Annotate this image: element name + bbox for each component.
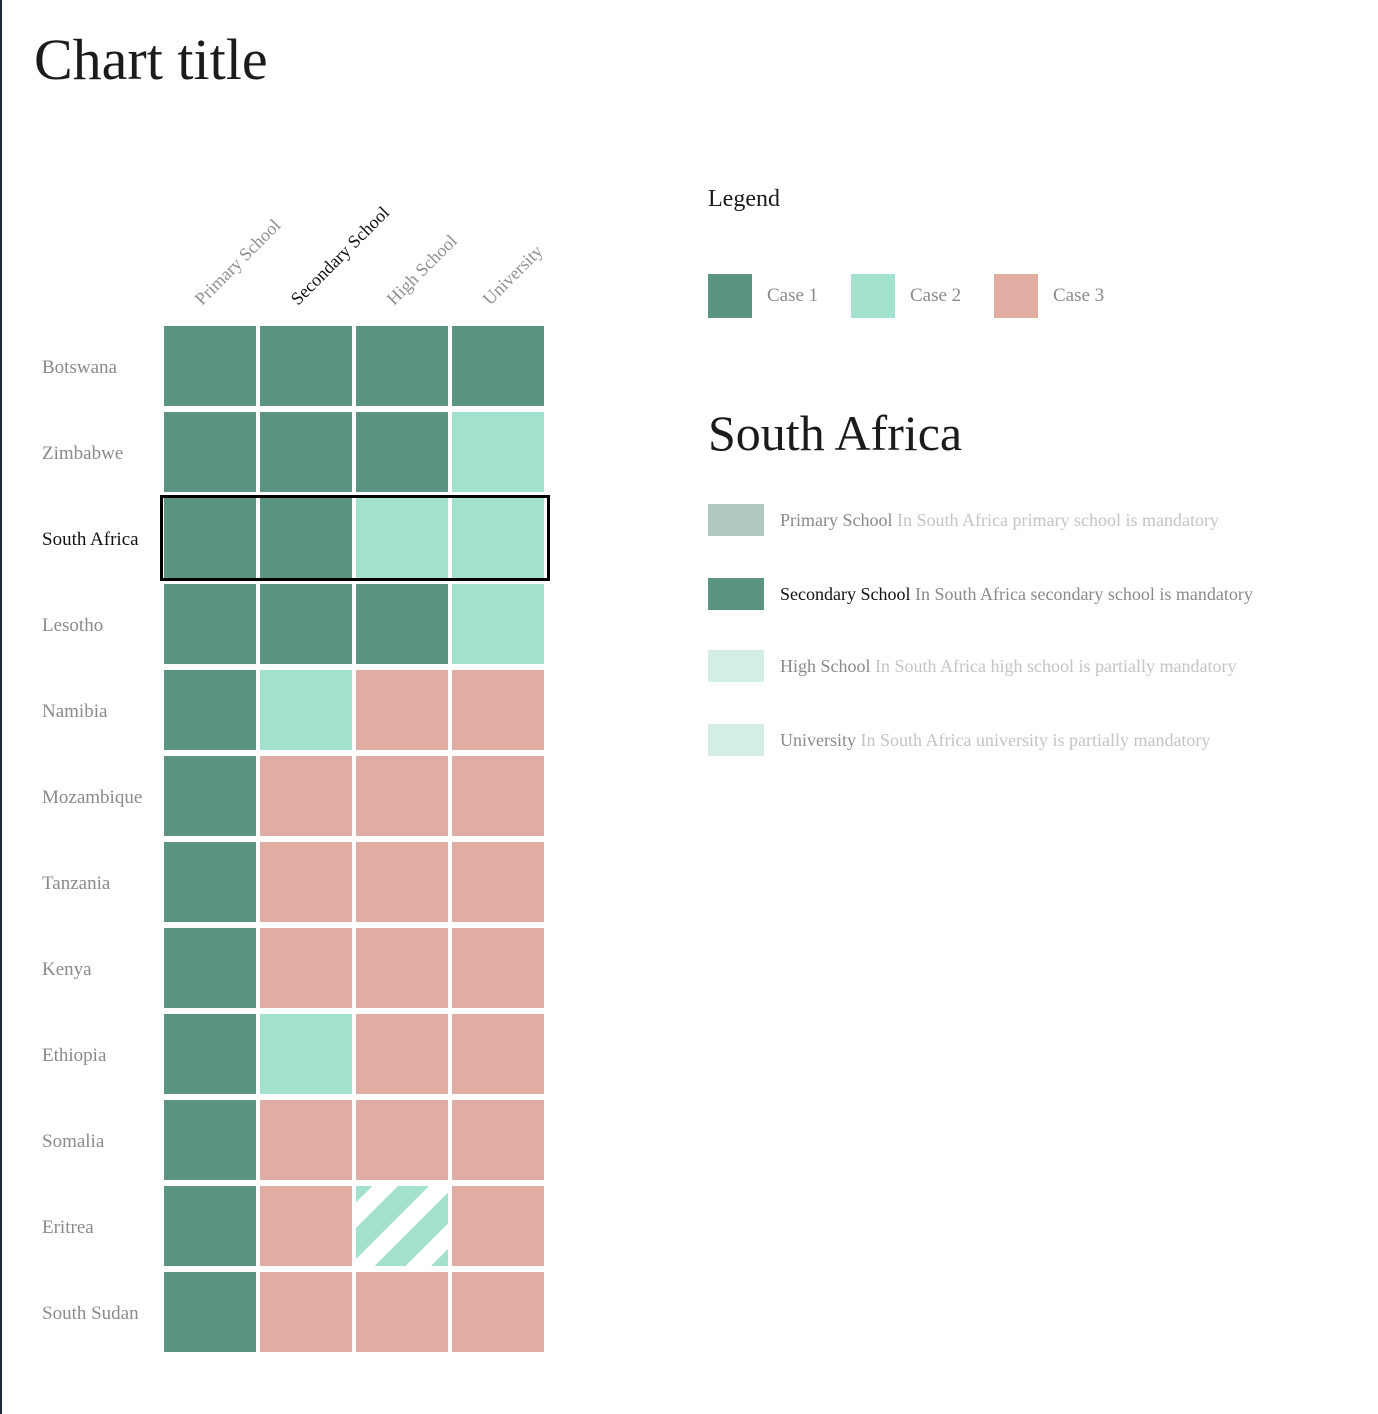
heatmap-cell-south-africa-high-school[interactable]	[356, 498, 448, 578]
heatmap-cell-mozambique-primary-school[interactable]	[164, 756, 256, 836]
heatmap-cell-tanzania-primary-school[interactable]	[164, 842, 256, 922]
detail-row-secondary-school: Secondary School In South Africa seconda…	[708, 578, 1253, 610]
detail-swatch-secondary-school	[708, 578, 764, 610]
legend-item-case-2[interactable]: Case 2	[851, 274, 961, 318]
legend-item-case-3[interactable]: Case 3	[994, 274, 1104, 318]
detail-row-university: University In South Africa university is…	[708, 724, 1210, 756]
row-label-botswana[interactable]: Botswana	[42, 357, 118, 378]
heatmap-cell-zimbabwe-high-school[interactable]	[356, 412, 448, 492]
heatmap-cell-somalia-university[interactable]	[452, 1100, 544, 1180]
heatmap-cell-south-africa-university[interactable]	[452, 498, 544, 578]
heatmap-cell-lesotho-primary-school[interactable]	[164, 584, 256, 664]
heatmap-cell-lesotho-high-school[interactable]	[356, 584, 448, 664]
heatmap-cell-kenya-high-school[interactable]	[356, 928, 448, 1008]
heatmap-cell-botswana-secondary-school[interactable]	[260, 326, 352, 406]
detail-level-label: Secondary School	[780, 583, 911, 604]
heatmap-cell-mozambique-university[interactable]	[452, 756, 544, 836]
heatmap-cell-somalia-high-school[interactable]	[356, 1100, 448, 1180]
heatmap-cell-zimbabwe-university[interactable]	[452, 412, 544, 492]
row-label-ethiopia[interactable]: Ethiopia	[42, 1045, 107, 1066]
heatmap-cell-zimbabwe-secondary-school[interactable]	[260, 412, 352, 492]
row-label-south-africa[interactable]: South Africa	[42, 529, 139, 550]
heatmap-cell-namibia-university[interactable]	[452, 670, 544, 750]
heatmap-cell-south-sudan-high-school[interactable]	[356, 1272, 448, 1352]
heatmap-cell-lesotho-secondary-school[interactable]	[260, 584, 352, 664]
heatmap-cell-south-sudan-secondary-school[interactable]	[260, 1272, 352, 1352]
legend-title: Legend	[708, 186, 780, 212]
row-label-zimbabwe[interactable]: Zimbabwe	[42, 443, 123, 464]
column-label-high-school[interactable]: High School	[383, 231, 461, 309]
heatmap-cell-ethiopia-secondary-school[interactable]	[260, 1014, 352, 1094]
column-label-secondary-school[interactable]: Secondary School	[287, 202, 393, 308]
detail-country-title: South Africa	[708, 405, 963, 461]
heatmap-cell-eritrea-high-school[interactable]	[356, 1186, 448, 1266]
heatmap-cell-eritrea-university[interactable]	[452, 1186, 544, 1266]
heatmap-cell-namibia-secondary-school[interactable]	[260, 670, 352, 750]
heatmap-cell-south-sudan-university[interactable]	[452, 1272, 544, 1352]
detail-description: In South Africa high school is partially…	[875, 655, 1237, 676]
legend-label-case-2: Case 2	[910, 285, 962, 306]
heatmap-cell-namibia-primary-school[interactable]	[164, 670, 256, 750]
heatmap-cell-ethiopia-university[interactable]	[452, 1014, 544, 1094]
heatmap-cell-tanzania-high-school[interactable]	[356, 842, 448, 922]
row-label-kenya[interactable]: Kenya	[42, 959, 92, 980]
legend-swatch-case-1	[708, 274, 752, 318]
detail-row-primary-school: Primary School In South Africa primary s…	[708, 504, 1219, 536]
heatmap-cell-namibia-high-school[interactable]	[356, 670, 448, 750]
detail-swatch-high-school	[708, 650, 764, 682]
detail-level-label: University	[780, 729, 856, 750]
legend-label-case-1: Case 1	[767, 285, 819, 306]
column-label-university[interactable]: University	[479, 241, 547, 309]
heatmap-cell-botswana-high-school[interactable]	[356, 326, 448, 406]
legend-item-case-1[interactable]: Case 1	[708, 274, 818, 318]
row-label-mozambique[interactable]: Mozambique	[42, 787, 142, 808]
heatmap-cell-eritrea-secondary-school[interactable]	[260, 1186, 352, 1266]
detail-description: In South Africa university is partially …	[860, 729, 1211, 750]
heatmap-cell-mozambique-high-school[interactable]	[356, 756, 448, 836]
heatmap-cell-botswana-university[interactable]	[452, 326, 544, 406]
legend-swatch-case-3	[994, 274, 1038, 318]
legend-label-case-3: Case 3	[1053, 285, 1105, 306]
heatmap-cell-south-africa-secondary-school[interactable]	[260, 498, 352, 578]
detail-swatch-university	[708, 724, 764, 756]
heatmap-cell-eritrea-primary-school[interactable]	[164, 1186, 256, 1266]
detail-row-high-school: High School In South Africa high school …	[708, 650, 1236, 682]
selected-row-outline	[160, 495, 550, 581]
heatmap-cell-south-africa-primary-school[interactable]	[164, 498, 256, 578]
heatmap-cell-zimbabwe-primary-school[interactable]	[164, 412, 256, 492]
heatmap-cell-ethiopia-high-school[interactable]	[356, 1014, 448, 1094]
detail-description: In South Africa secondary school is mand…	[914, 583, 1253, 604]
heatmap-cell-tanzania-university[interactable]	[452, 842, 544, 922]
window-left-edge	[0, 0, 2, 1414]
heatmap-cell-somalia-secondary-school[interactable]	[260, 1100, 352, 1180]
row-label-somalia[interactable]: Somalia	[42, 1131, 105, 1152]
detail-description: In South Africa primary school is mandat…	[897, 509, 1219, 530]
row-label-eritrea[interactable]: Eritrea	[42, 1217, 94, 1238]
detail-level-label: Primary School	[780, 509, 893, 530]
heatmap-cell-kenya-university[interactable]	[452, 928, 544, 1008]
heatmap-cell-kenya-secondary-school[interactable]	[260, 928, 352, 1008]
column-label-primary-school[interactable]: Primary School	[191, 215, 285, 309]
heatmap-cell-mozambique-secondary-school[interactable]	[260, 756, 352, 836]
row-label-namibia[interactable]: Namibia	[42, 701, 108, 722]
row-label-lesotho[interactable]: Lesotho	[42, 615, 103, 636]
heatmap-cell-somalia-primary-school[interactable]	[164, 1100, 256, 1180]
heatmap-cell-south-sudan-primary-school[interactable]	[164, 1272, 256, 1352]
detail-swatch-primary-school	[708, 504, 764, 536]
heatmap-cell-kenya-primary-school[interactable]	[164, 928, 256, 1008]
legend-swatch-case-2	[851, 274, 895, 318]
heatmap-cell-botswana-primary-school[interactable]	[164, 326, 256, 406]
heatmap-cell-tanzania-secondary-school[interactable]	[260, 842, 352, 922]
detail-level-label: High School	[780, 655, 871, 676]
heatmap-cell-lesotho-university[interactable]	[452, 584, 544, 664]
chart-title: Chart title	[34, 27, 268, 92]
row-label-south-sudan[interactable]: South Sudan	[42, 1303, 139, 1324]
row-label-tanzania[interactable]: Tanzania	[42, 873, 111, 894]
heatmap-cell-ethiopia-primary-school[interactable]	[164, 1014, 256, 1094]
